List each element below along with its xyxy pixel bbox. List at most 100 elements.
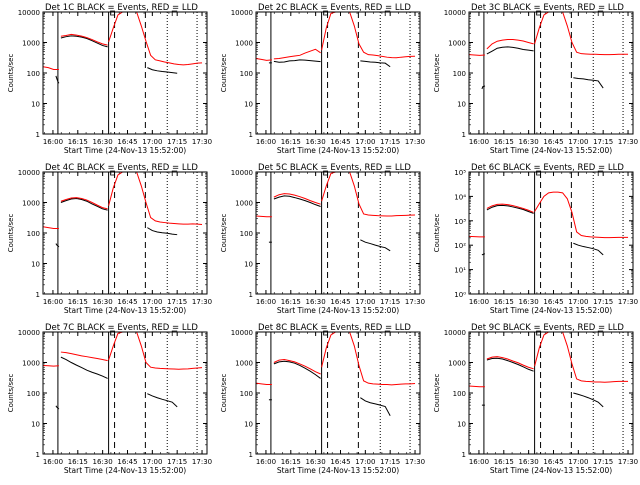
x-tick-label: 17:00 xyxy=(355,138,375,146)
x-tick-label: 16:15 xyxy=(281,138,301,146)
y-tick-label: 1000 xyxy=(235,360,253,368)
y-tick-label: 1 xyxy=(462,131,466,139)
y-tick-label: 10⁴ xyxy=(454,193,466,201)
y-tick-label: 100 xyxy=(27,230,40,238)
x-tick-label: 17:30 xyxy=(405,298,425,306)
y-tick-label: 10 xyxy=(244,261,253,269)
lld-series-line xyxy=(256,383,272,384)
x-axis-label: Start Time (24-Nov-13 15:52:00) xyxy=(277,466,399,475)
y-tick-label: 100 xyxy=(453,390,466,398)
x-tick-label: 16:45 xyxy=(117,138,137,146)
detector-panel: Det 3C BLACK = Events, RED = LLD11010010… xyxy=(433,3,638,155)
x-tick-label: 16:45 xyxy=(330,458,350,466)
y-axis-label: Counts/sec xyxy=(433,54,441,93)
y-tick-label: 10000 xyxy=(18,169,40,177)
y-axis-label: Counts/sec xyxy=(220,54,228,93)
y-tick-label: 100 xyxy=(27,390,40,398)
x-tick-label: 17:30 xyxy=(618,138,638,146)
x-tick-label: 17:15 xyxy=(593,138,613,146)
y-axis-label: Counts/sec xyxy=(7,374,15,413)
y-tick-label: 1 xyxy=(36,291,40,299)
lld-series-line xyxy=(43,67,59,70)
y-axis-label: Counts/sec xyxy=(220,374,228,413)
y-tick-label: 10000 xyxy=(18,9,40,17)
events-series-line xyxy=(274,196,321,207)
y-tick-label: 10 xyxy=(457,421,466,429)
events-series-line xyxy=(274,361,321,378)
y-tick-label: 1000 xyxy=(235,40,253,48)
detector-panel: Det 7C BLACK = Events, RED = LLD11010010… xyxy=(7,323,212,475)
events-series-line xyxy=(360,240,390,251)
x-tick-label: 16:45 xyxy=(330,298,350,306)
events-series-line xyxy=(147,228,177,235)
x-tick-label: 16:00 xyxy=(43,298,63,306)
lld-series-line xyxy=(43,365,59,366)
y-tick-label: 100 xyxy=(240,70,253,78)
events-series-line xyxy=(61,357,108,378)
x-axis-label: Start Time (24-Nov-13 15:52:00) xyxy=(490,306,612,315)
y-tick-label: 100 xyxy=(240,390,253,398)
x-tick-label: 16:30 xyxy=(306,298,326,306)
y-tick-label: 10⁵ xyxy=(454,169,466,177)
x-tick-label: 16:30 xyxy=(93,458,113,466)
y-tick-label: 10 xyxy=(31,421,40,429)
x-tick-label: 17:15 xyxy=(167,138,187,146)
x-tick-label: 16:30 xyxy=(93,298,113,306)
x-tick-label: 16:15 xyxy=(68,298,88,306)
x-tick-label: 16:00 xyxy=(469,458,489,466)
x-axis-label: Start Time (24-Nov-13 15:52:00) xyxy=(490,466,612,475)
y-tick-label: 10000 xyxy=(444,329,466,337)
lld-series-line xyxy=(61,198,108,209)
y-tick-label: 1 xyxy=(36,131,40,139)
lld-series-line xyxy=(109,172,202,225)
x-tick-label: 16:30 xyxy=(519,458,539,466)
plot-frame xyxy=(256,12,420,134)
events-series-line xyxy=(573,393,603,407)
events-series-line xyxy=(147,394,177,407)
lld-series-line xyxy=(322,332,415,385)
y-tick-label: 1 xyxy=(249,291,253,299)
lld-series-line xyxy=(274,49,321,59)
x-tick-label: 16:15 xyxy=(494,138,514,146)
x-tick-label: 16:45 xyxy=(543,298,563,306)
y-tick-label: 1000 xyxy=(22,40,40,48)
x-tick-label: 16:45 xyxy=(117,298,137,306)
plot-frame xyxy=(43,332,207,454)
y-tick-label: 10 xyxy=(244,421,253,429)
lld-series-line xyxy=(322,12,415,58)
lld-series-line xyxy=(535,12,628,55)
x-tick-label: 17:15 xyxy=(167,298,187,306)
x-tick-label: 17:30 xyxy=(192,138,212,146)
y-tick-label: 1000 xyxy=(22,200,40,208)
x-axis-label: Start Time (24-Nov-13 15:52:00) xyxy=(277,146,399,155)
x-tick-label: 16:00 xyxy=(256,458,276,466)
x-tick-label: 17:00 xyxy=(142,298,162,306)
x-axis-label: Start Time (24-Nov-13 15:52:00) xyxy=(490,146,612,155)
x-tick-label: 17:00 xyxy=(142,458,162,466)
y-tick-label: 1 xyxy=(249,131,253,139)
x-tick-label: 16:15 xyxy=(494,298,514,306)
events-series-line xyxy=(487,47,534,54)
y-tick-label: 100 xyxy=(453,70,466,78)
y-tick-label: 1 xyxy=(36,451,40,459)
lld-series-line xyxy=(535,332,628,382)
y-tick-label: 10000 xyxy=(231,169,253,177)
plot-frame xyxy=(43,12,207,134)
x-tick-label: 17:30 xyxy=(192,458,212,466)
detector-panel: Det 2C BLACK = Events, RED = LLD11010010… xyxy=(220,3,425,155)
lld-series-line xyxy=(109,12,202,65)
x-tick-label: 17:30 xyxy=(618,298,638,306)
events-series-line xyxy=(61,36,108,47)
y-tick-label: 1 xyxy=(462,451,466,459)
y-tick-label: 10³ xyxy=(454,218,466,226)
x-tick-label: 16:15 xyxy=(281,298,301,306)
x-tick-label: 17:00 xyxy=(355,458,375,466)
x-tick-label: 17:15 xyxy=(380,298,400,306)
x-tick-label: 16:00 xyxy=(43,458,63,466)
y-tick-label: 10 xyxy=(244,101,253,109)
lld-series-line xyxy=(43,227,59,229)
lld-series-line xyxy=(535,192,628,237)
x-tick-label: 17:30 xyxy=(405,138,425,146)
y-tick-label: 1000 xyxy=(448,40,466,48)
y-tick-label: 10000 xyxy=(231,329,253,337)
